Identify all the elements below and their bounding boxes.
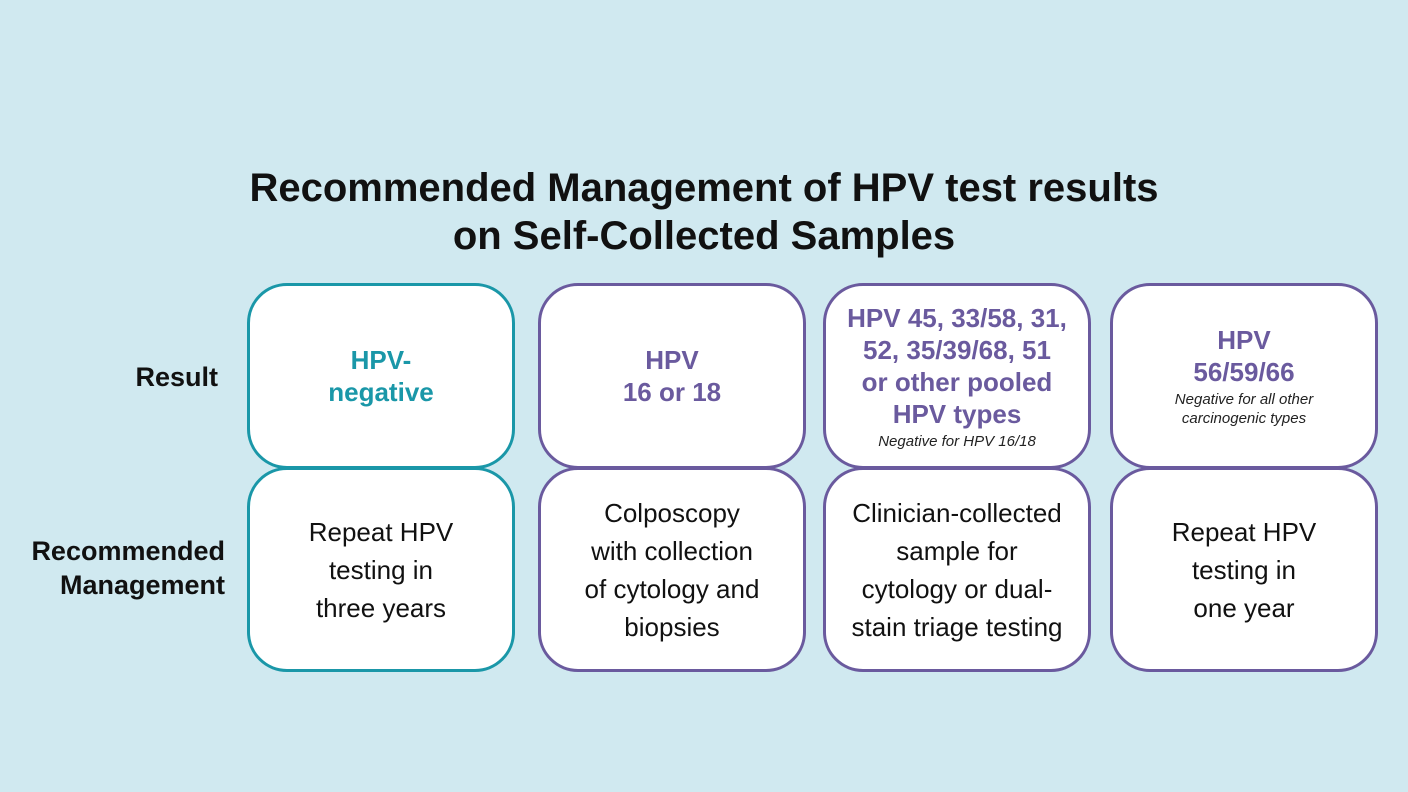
result-line: 52, 35/39/68, 51 — [863, 334, 1051, 365]
row-label-line: Management — [59, 570, 225, 600]
result-text: HPV 16 or 18 — [623, 344, 721, 408]
result-box: HPV 56/59/66 Negative for all other carcino… — [1110, 283, 1378, 469]
management-text: Colposcopy with collection of cytology and… — [585, 494, 760, 646]
management-line: with collection — [591, 535, 753, 566]
management-line: Repeat HPV — [1171, 516, 1317, 547]
management-text: Repeat HPV testing in one year — [1172, 513, 1317, 627]
management-line: cytology or dual- — [861, 573, 1053, 604]
title-line: Recommended Management of HPV test resul… — [249, 166, 1159, 210]
management-line: testing in — [328, 554, 434, 585]
management-line: Repeat HPV — [308, 516, 454, 547]
management-text: Clinician-collected sample for cytology or… — [851, 494, 1062, 646]
result-note: Negative for all other carcinogenic types — [1175, 390, 1313, 428]
result-text: HPV 56/59/66 — [1193, 324, 1294, 388]
title: Recommended Management of HPV test resul… — [0, 164, 1408, 260]
result-line: HPV- — [350, 345, 412, 375]
management-line: stain triage testing — [851, 611, 1063, 642]
management-box: Repeat HPV testing in one year — [1110, 467, 1378, 672]
note-line: carcinogenic types — [1181, 410, 1307, 427]
result-box: HPV 45, 33/58, 31, 52, 35/39/68, 51 or oth… — [823, 283, 1091, 469]
row-label-line: Recommended — [31, 536, 225, 566]
management-line: biopsies — [624, 611, 720, 642]
row-label: Recommended Management — [31, 534, 225, 602]
management-line: three years — [315, 592, 447, 623]
result-line: or other pooled — [861, 366, 1053, 397]
result-box: HPV-negative — [247, 283, 515, 469]
result-text: HPV 45, 33/58, 31, 52, 35/39/68, 51 or oth… — [847, 302, 1067, 430]
result-text: HPV-negative — [328, 344, 434, 408]
management-line: sample for — [896, 535, 1018, 566]
row-label: Result — [135, 360, 218, 394]
result-line: 16 or 18 — [622, 377, 722, 407]
row-label-line: Result — [135, 362, 218, 392]
management-line: one year — [1193, 592, 1295, 623]
management-box: Clinician-collected sample for cytology or… — [823, 467, 1091, 672]
management-line: Clinician-collected — [852, 497, 1062, 528]
note-line: Negative for HPV 16/18 — [878, 432, 1036, 450]
result-line: 56/59/66 — [1193, 357, 1295, 387]
management-box: Repeat HPV testing in three years — [247, 467, 515, 672]
result-line: HPV 45, 33/58, 31, — [847, 302, 1067, 333]
result-line: HPV — [645, 345, 699, 375]
management-text: Repeat HPV testing in three years — [309, 513, 454, 627]
result-line: HPV — [1217, 325, 1271, 355]
management-line: testing in — [1191, 554, 1297, 585]
result-note: Negative for HPV 16/18 — [878, 432, 1036, 451]
management-line: Colposcopy — [604, 497, 740, 528]
note-line: Negative for all other — [1174, 391, 1314, 408]
result-line: negative — [328, 377, 434, 407]
management-box: Colposcopy with collection of cytology and… — [538, 467, 806, 672]
result-box: HPV 16 or 18 — [538, 283, 806, 469]
management-line: of cytology and — [584, 573, 760, 604]
title-line: on Self-Collected Samples — [452, 214, 956, 258]
result-line: HPV types — [892, 398, 1022, 429]
